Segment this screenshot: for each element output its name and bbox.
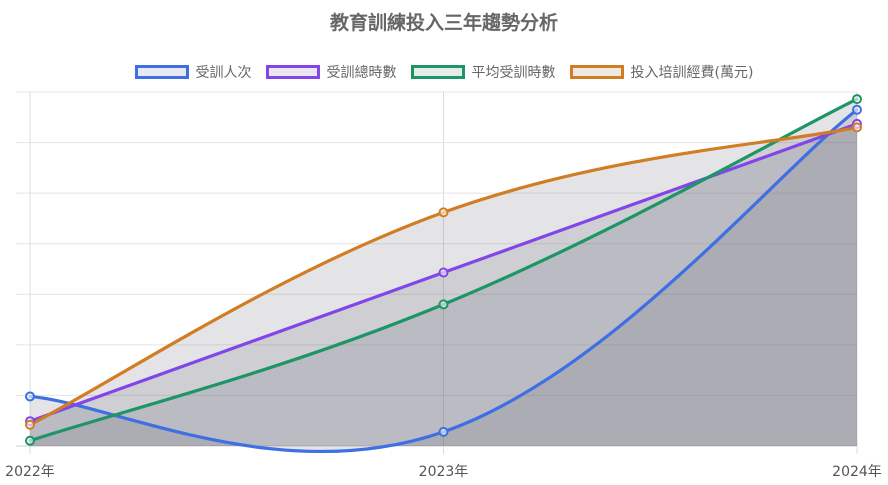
data-point	[852, 104, 862, 115]
legend-label-budget: 投入培訓經費(萬元)	[630, 65, 754, 81]
data-point	[438, 426, 449, 437]
legend-label-total-hours: 受訓總時數	[326, 65, 397, 81]
legend-swatch-total-hours	[265, 65, 320, 79]
data-point	[25, 435, 35, 446]
legend-swatch-avg-hours	[410, 65, 465, 79]
series-area	[30, 109, 857, 452]
legend-label-trainees: 受訓人次	[195, 65, 252, 81]
legend-swatch-budget	[569, 65, 624, 79]
x-tick-label: 2022年	[5, 464, 55, 480]
legend-item-avg-hours[interactable]: 平均受訓時數	[410, 62, 556, 82]
series-area	[30, 123, 857, 447]
legend-label-avg-hours: 平均受訓時數	[471, 65, 556, 81]
data-point	[438, 267, 449, 278]
data-point	[438, 207, 449, 218]
chart-title: 教育訓練投入三年趨勢分析	[329, 12, 558, 34]
series-points	[25, 94, 862, 446]
x-tick-label: 2024年	[832, 464, 882, 480]
chart-legend: 受訓人次 受訓總時數 平均受訓時數 投入培訓經費(萬元)	[0, 62, 888, 82]
data-point	[852, 94, 862, 105]
x-axis-ticks: 2022年 2023年 2024年	[5, 464, 882, 480]
data-point	[25, 419, 35, 430]
series-area	[30, 99, 857, 446]
legend-swatch-trainees	[134, 65, 189, 79]
data-point	[852, 122, 862, 133]
data-point	[25, 391, 35, 402]
grid-lines	[16, 91, 858, 454]
legend-item-total-hours[interactable]: 受訓總時數	[265, 62, 397, 82]
data-point	[438, 299, 449, 310]
legend-item-budget[interactable]: 投入培訓經費(萬元)	[569, 62, 754, 82]
x-tick-label: 2023年	[419, 464, 469, 480]
legend-item-trainees[interactable]: 受訓人次	[134, 62, 252, 82]
